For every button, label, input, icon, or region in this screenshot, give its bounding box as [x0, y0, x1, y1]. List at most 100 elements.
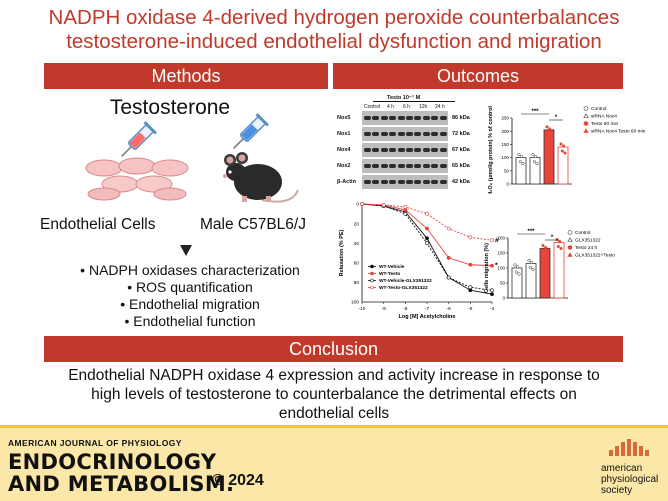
wb-band: [364, 116, 371, 120]
syringe-icon-left: [121, 121, 157, 157]
h2o2-bar-chart: H₂O₂ (μmol/g protein) % of control 0 50 100…: [488, 106, 646, 194]
data-point: [468, 262, 473, 267]
x-tick-label: -9: [382, 306, 387, 312]
aps-line: society: [601, 485, 633, 496]
conclusion-line-2: high levels of testosterone to counterba…: [91, 386, 577, 403]
cells-label: Endothelial Cells: [40, 216, 156, 233]
data-point: [446, 275, 451, 280]
wb-band: [380, 180, 388, 184]
y-tick-label: 200: [501, 129, 509, 134]
data-point: [545, 252, 549, 257]
y-axis-label: H₂O₂ (μmol/g protein) % of control: [488, 106, 494, 194]
legend-marker: [370, 278, 374, 283]
legend-label: Control: [591, 106, 606, 112]
y-tick-label: 50: [500, 281, 506, 286]
x-tick-label: -4: [490, 306, 495, 312]
data-point: [517, 153, 521, 157]
wb-band: [380, 132, 388, 136]
legend-marker: [567, 230, 573, 235]
wb-band: [389, 132, 397, 136]
y-tick-label: 0: [502, 296, 505, 301]
y-tick-label: 100: [497, 266, 505, 271]
journal-name-line-1: ENDOCRINOLOGY: [8, 450, 217, 474]
copyright-year: © 2024: [212, 472, 264, 489]
y-tick-label: 150: [501, 142, 509, 147]
y-tick-label: 80: [354, 280, 360, 286]
legend-marker: [583, 113, 589, 118]
wb-band: [439, 180, 447, 184]
data-point: [534, 155, 538, 159]
wb-band: [439, 148, 447, 152]
wb-band: [439, 164, 447, 168]
wb-band: [380, 164, 388, 168]
y-tick-label: 150: [497, 251, 505, 256]
wb-lane-label: 4 h: [387, 104, 394, 110]
data-point: [513, 263, 517, 267]
wb-band: [372, 180, 380, 184]
conclusion-line-3: endothelial cells: [278, 405, 390, 422]
wb-band: [431, 132, 439, 136]
legend-label: Testo 24 h: [575, 245, 597, 251]
syringe-icon-right: [233, 113, 269, 149]
wb-band: [431, 116, 439, 120]
y-tick-label: 60: [354, 261, 360, 267]
methods-header: Methods: [44, 63, 328, 89]
y-axis-label: Relaxation (% PE): [339, 229, 345, 276]
data-point: [559, 142, 563, 146]
legend-label: GLX351322+Testo: [575, 253, 615, 259]
x-tick-label: -6: [447, 306, 452, 312]
data-point: [541, 243, 545, 248]
wb-band: [414, 116, 422, 120]
data-point: [490, 238, 494, 243]
wb-kda-label: 42 kDa: [452, 179, 470, 185]
method-item: NADPH oxidases characterization: [40, 262, 340, 279]
wb-blot-strip: [362, 127, 448, 141]
method-item: Endothelial migration: [40, 296, 340, 313]
data-point: [549, 134, 553, 138]
wb-protein-label: Nox1: [337, 131, 351, 137]
wb-band: [414, 148, 422, 152]
y-tick-label: 0: [356, 202, 359, 208]
data-point: [518, 160, 522, 164]
data-point: [468, 235, 473, 240]
wb-band: [397, 116, 405, 120]
title-line-1: NADPH oxidase 4-derived hydrogen peroxid…: [48, 6, 620, 29]
migration-bar-chart: Cells migration (%)050100150200****Contr…: [484, 229, 615, 301]
y-tick-label: 250: [501, 116, 509, 121]
legend-marker: [583, 128, 589, 133]
y-tick-label: 0: [506, 182, 509, 187]
method-item: ROS quantification: [40, 279, 340, 296]
data-point: [490, 263, 494, 268]
wb-treatment-line: [373, 101, 455, 102]
legend-marker: [370, 264, 374, 269]
x-tick-label: -7: [425, 306, 430, 312]
aps-line: american: [601, 463, 643, 474]
significance-mark: #: [495, 237, 499, 244]
conclusion-header: Conclusion: [44, 336, 623, 362]
data-point: [555, 237, 559, 242]
significance-mark: ***: [527, 229, 535, 235]
bar: [543, 129, 555, 185]
legend-label: WT-Vehicle: [379, 264, 405, 270]
data-point: [520, 155, 524, 159]
wb-protein-label: Nox4: [337, 147, 351, 153]
methods-list: NADPH oxidases characterization ROS quan…: [40, 262, 340, 330]
wb-band: [364, 148, 371, 152]
legend-marker: [567, 252, 573, 257]
bar: [557, 146, 569, 185]
data-point: [527, 258, 531, 263]
title-line-2: testosterone-induced endothelial dysfunc…: [66, 30, 602, 53]
data-point: [360, 202, 364, 206]
data-point: [468, 285, 473, 290]
wb-band: [380, 148, 388, 152]
wb-protein-label: Nox2: [337, 163, 351, 169]
conclusion-line-1: Endothelial NADPH oxidase 4 expression a…: [68, 367, 600, 384]
data-point: [548, 127, 552, 131]
significance-mark: *: [555, 115, 558, 121]
significance-mark: *: [495, 263, 498, 270]
wb-band: [439, 116, 447, 120]
down-arrow-icon: [180, 245, 192, 256]
wb-band: [414, 164, 422, 168]
western-blot: Testo 10⁻⁷ M Control 4 h 6 h 12h 24 h No…: [337, 94, 482, 194]
wb-band: [389, 148, 397, 152]
